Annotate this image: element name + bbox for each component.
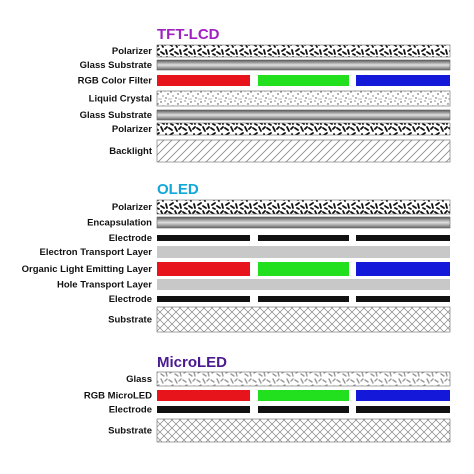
color-segment [258,390,349,401]
layer-lc [156,90,451,107]
layer-label: Backlight [109,146,153,157]
electrode-segment [258,296,349,302]
electrode-segment [157,406,250,413]
layer-cross [156,418,451,443]
section-title: OLED [157,181,199,198]
electrode-segment [258,235,349,241]
layer-cross [156,306,451,333]
layer-glass [156,216,451,229]
layer-glass [156,59,451,71]
layer-gml [156,371,451,387]
section-title: MicroLED [157,354,227,371]
color-segment [258,262,349,276]
layer-label: Polarizer [112,124,152,135]
layer-label: Electrode [109,294,152,305]
layer-label: RGB Color Filter [78,76,153,87]
layer-label: Hole Transport Layer [57,280,152,291]
color-segment [356,390,450,401]
layer-pol [156,122,451,136]
layer-label: Electron Transport Layer [40,247,153,258]
section-title: TFT-LCD [157,26,220,43]
layer-label: Glass [126,374,152,385]
color-segment [356,75,450,86]
electrode-segment [356,296,450,302]
color-segment [157,262,250,276]
color-segment [157,75,250,86]
layer-label: Polarizer [112,202,152,213]
layer-label: Encapsulation [87,218,152,229]
electrode-segment [356,406,450,413]
layer-label: Glass Substrate [80,110,152,121]
layer-label: Substrate [108,426,152,437]
layer-label: Liquid Crystal [89,94,152,105]
layer-back [156,139,451,163]
layer-label: Polarizer [112,46,152,57]
electrode-segment [157,296,250,302]
layer-pol [156,44,451,58]
layer-label: Electrode [109,233,152,244]
layer-pol [156,199,451,215]
electrode-segment [258,406,349,413]
layer-gray [157,279,450,290]
layers: TFT-LCD Polarizer Glass Substrate RGB Color… [22,26,451,443]
layer-glass [156,109,451,121]
layer-gray [157,246,450,258]
color-segment [157,390,250,401]
color-segment [258,75,349,86]
layer-label: Electrode [109,405,152,416]
electrode-segment [157,235,250,241]
color-segment [356,262,450,276]
layer-label: Substrate [108,315,152,326]
electrode-segment [356,235,450,241]
layer-label: Organic Light Emitting Layer [22,264,153,275]
layer-label: Glass Substrate [80,60,152,71]
layer-label: RGB MicroLED [84,391,152,402]
